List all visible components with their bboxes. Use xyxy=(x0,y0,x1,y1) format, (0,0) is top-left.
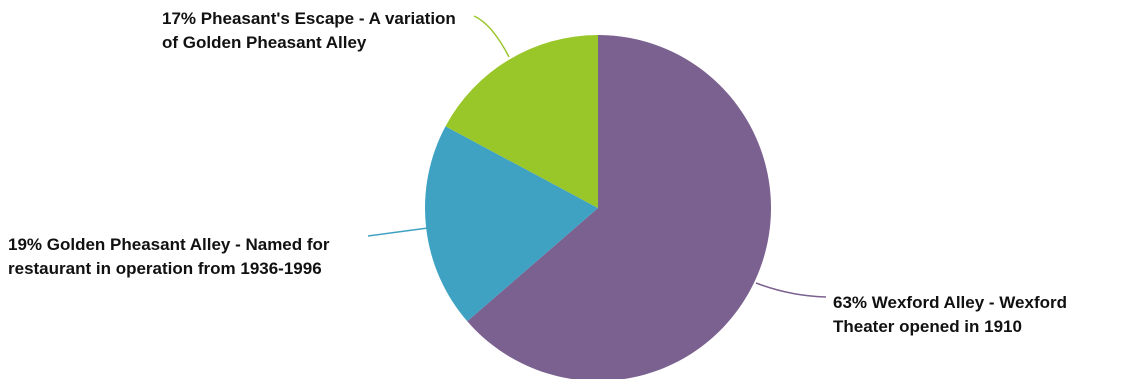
leader-line-pheasants-escape xyxy=(473,15,510,58)
slice-percent: 63% xyxy=(833,293,868,312)
pie-slice-pheasants-escape xyxy=(445,35,598,208)
slice-label-golden-pheasant-alley: 19% Golden Pheasant Alley - Named for res… xyxy=(8,233,358,281)
leader-lines xyxy=(367,15,827,298)
slice-percent: 17% xyxy=(162,9,197,28)
slice-label-text: Golden Pheasant Alley - Named for restau… xyxy=(8,235,330,278)
slice-percent: 19% xyxy=(8,235,43,254)
leader-line-wexford-alley xyxy=(755,282,827,298)
pie-slice-wexford-alley xyxy=(467,35,771,379)
pie-slice-golden-pheasant-alley xyxy=(425,126,598,322)
pie-slices xyxy=(425,35,771,379)
leader-line-golden-pheasant-alley xyxy=(367,227,429,237)
slice-label-pheasants-escape: 17% Pheasant's Escape - A variation of Go… xyxy=(162,7,462,55)
slice-label-text: Wexford Alley - Wexford Theater opened i… xyxy=(833,293,1067,336)
slice-label-wexford-alley: 63% Wexford Alley - Wexford Theater opene… xyxy=(833,291,1123,339)
slice-label-text: Pheasant's Escape - A variation of Golde… xyxy=(162,9,456,52)
